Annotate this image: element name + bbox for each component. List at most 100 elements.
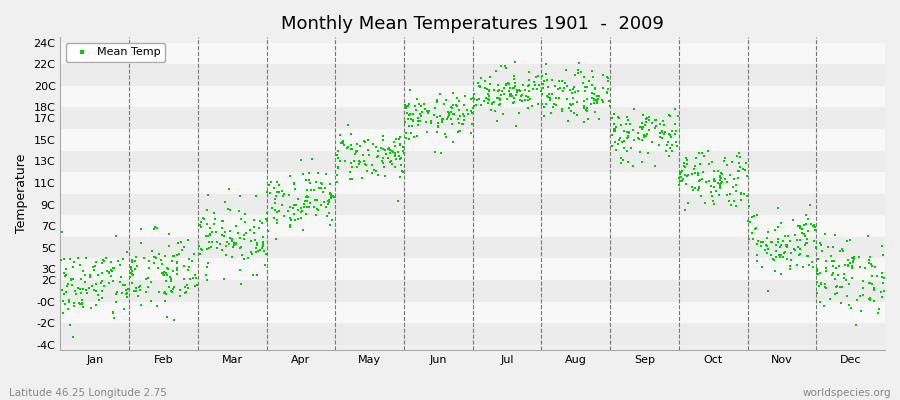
Mean Temp <box>781 233 796 240</box>
Mean Temp <box>147 226 161 233</box>
Mean Temp <box>91 272 105 278</box>
Mean Temp <box>120 249 134 256</box>
Mean Temp <box>773 244 788 250</box>
Mean Temp <box>587 96 601 102</box>
Mean Temp <box>200 264 214 271</box>
Mean Temp <box>320 201 335 208</box>
Mean Temp <box>503 91 517 97</box>
Mean Temp <box>608 128 622 134</box>
Mean Temp <box>544 96 558 103</box>
Mean Temp <box>798 212 813 218</box>
Mean Temp <box>506 85 520 91</box>
Mean Temp <box>712 176 726 183</box>
Mean Temp <box>567 84 581 90</box>
Mean Temp <box>310 206 325 213</box>
Mean Temp <box>119 287 133 294</box>
Mean Temp <box>845 258 859 265</box>
Mean Temp <box>863 297 878 304</box>
Mean Temp <box>202 244 216 251</box>
Mean Temp <box>66 264 80 271</box>
Mean Temp <box>227 240 241 246</box>
Mean Temp <box>780 244 795 250</box>
Mean Temp <box>402 122 417 129</box>
Mean Temp <box>402 86 417 93</box>
Mean Temp <box>238 219 252 225</box>
Mean Temp <box>461 111 475 117</box>
Mean Temp <box>160 272 175 278</box>
Mean Temp <box>240 255 255 261</box>
Mean Temp <box>634 120 649 126</box>
Mean Temp <box>773 254 788 260</box>
Mean Temp <box>218 198 232 205</box>
Mean Temp <box>215 218 230 224</box>
Mean Temp <box>750 258 764 264</box>
Mean Temp <box>123 274 138 280</box>
Mean Temp <box>587 99 601 106</box>
Mean Temp <box>508 82 523 89</box>
Mean Temp <box>248 249 263 256</box>
Mean Temp <box>677 162 691 169</box>
Mean Temp <box>293 205 308 212</box>
Mean Temp <box>615 155 629 162</box>
Mean Temp <box>85 282 99 289</box>
Mean Temp <box>626 163 640 170</box>
Mean Temp <box>515 92 529 98</box>
Mean Temp <box>491 88 506 94</box>
Mean Temp <box>94 260 109 266</box>
Mean Temp <box>399 130 413 136</box>
Mean Temp <box>695 176 709 182</box>
Mean Temp <box>466 105 481 111</box>
Mean Temp <box>744 214 759 220</box>
Mean Temp <box>467 96 482 103</box>
Mean Temp <box>464 96 478 102</box>
Mean Temp <box>645 120 660 126</box>
Mean Temp <box>816 302 831 309</box>
Mean Temp <box>521 94 535 100</box>
Mean Temp <box>819 268 833 274</box>
Mean Temp <box>755 263 770 270</box>
Mean Temp <box>731 175 745 181</box>
Mean Temp <box>702 178 716 184</box>
Mean Temp <box>393 162 408 168</box>
Mean Temp <box>407 134 421 140</box>
Mean Temp <box>362 152 376 158</box>
Mean Temp <box>385 147 400 154</box>
Mean Temp <box>177 289 192 296</box>
Mean Temp <box>58 273 72 279</box>
Mean Temp <box>793 246 807 253</box>
Mean Temp <box>310 197 324 203</box>
Mean Temp <box>125 256 140 263</box>
Mean Temp <box>783 266 797 272</box>
Mean Temp <box>294 157 309 164</box>
Mean Temp <box>482 97 496 104</box>
Mean Temp <box>850 296 864 303</box>
Mean Temp <box>196 214 211 221</box>
Mean Temp <box>490 94 504 101</box>
Mean Temp <box>411 118 426 124</box>
Mean Temp <box>231 207 246 214</box>
Mean Temp <box>774 220 788 226</box>
Mean Temp <box>588 86 602 92</box>
Mean Temp <box>482 92 496 99</box>
Mean Temp <box>608 147 623 153</box>
Mean Temp <box>600 88 615 95</box>
Mean Temp <box>842 260 857 266</box>
Mean Temp <box>107 315 122 321</box>
Mean Temp <box>576 79 590 86</box>
Mean Temp <box>865 263 879 269</box>
Mean Temp <box>164 276 178 282</box>
Mean Temp <box>163 274 177 281</box>
Mean Temp <box>750 252 764 259</box>
Mean Temp <box>677 160 691 166</box>
Mean Temp <box>186 275 201 281</box>
Mean Temp <box>655 118 670 124</box>
Mean Temp <box>314 185 328 192</box>
Mean Temp <box>223 206 238 213</box>
Mean Temp <box>111 258 125 264</box>
Mean Temp <box>159 270 174 276</box>
Mean Temp <box>396 169 410 175</box>
Mean Temp <box>94 270 109 276</box>
Mean Temp <box>744 230 759 236</box>
Mean Temp <box>64 276 78 282</box>
Mean Temp <box>190 282 204 288</box>
